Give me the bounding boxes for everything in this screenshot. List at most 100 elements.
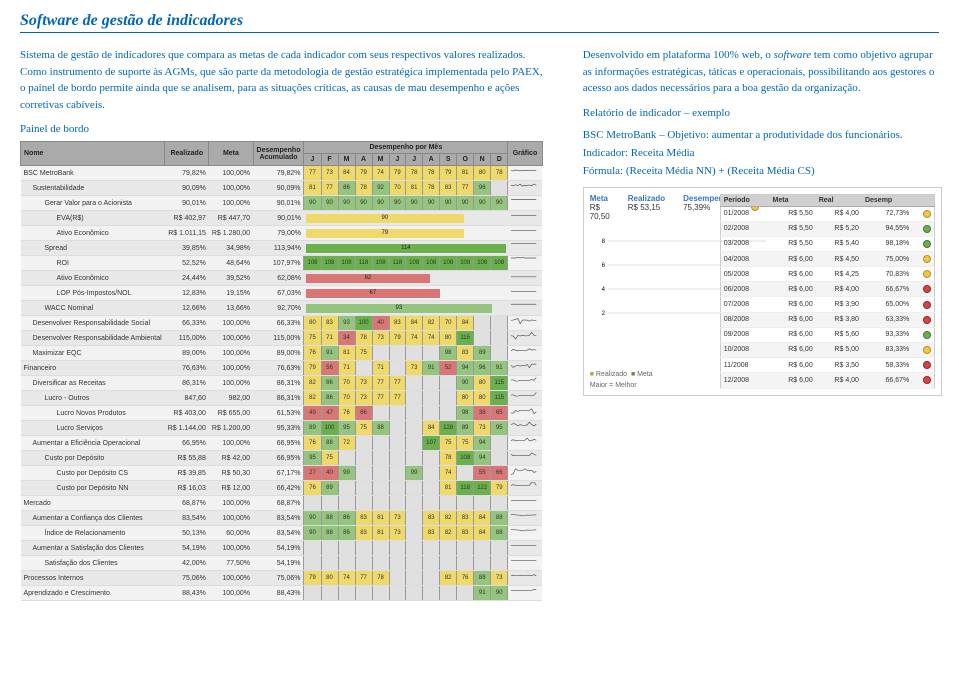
detail-cell: 98,18% (862, 236, 912, 251)
row-val: R$ 50,30 (209, 466, 253, 481)
bsc-line: BSC MetroBank – Objetivo: aumentar a pro… (583, 129, 942, 141)
detail-cell: 58,33% (862, 358, 912, 373)
table-row[interactable]: EVA(R$)R$ 402,97R$ 447,7090,01%90 (21, 211, 543, 226)
detail-row[interactable]: 04/2008R$ 6,00R$ 4,5075,00% (720, 251, 934, 266)
table-row[interactable]: Processos Internos75,06%100,00%75,06%798… (21, 571, 543, 586)
hm-cell (355, 451, 372, 466)
hm-cell: 78 (355, 331, 372, 346)
hm-cell: 81 (457, 166, 474, 181)
row-val: 42,00% (165, 556, 209, 571)
table-row[interactable]: Spread39,85%34,98%113,94%114 (21, 241, 543, 256)
hm-cell: 79 (389, 331, 406, 346)
table-row[interactable]: Maximizar EQC89,00%100,00%89,00%76918175… (21, 346, 543, 361)
detail-row[interactable]: 03/2008R$ 5,50R$ 5,4098,18% (720, 236, 934, 251)
hm-cell: 94 (474, 436, 491, 451)
row-val: 100,00% (209, 376, 253, 391)
row-val: 66,33% (165, 316, 209, 331)
hm-cell: 86 (338, 181, 355, 196)
table-row[interactable]: Mercado68,87%100,00%68,87% (21, 496, 543, 511)
row-val: 12,66% (165, 301, 209, 316)
hm-cell (321, 496, 338, 511)
row-name: Custo por Depósito CS (21, 466, 165, 481)
row-val: 50,13% (165, 526, 209, 541)
th-month: J (389, 154, 406, 166)
detail-cell: 04/2008 (720, 251, 769, 266)
table-row[interactable]: Diversificar as Receitas86,31%100,00%86,… (21, 376, 543, 391)
hm-cell: 88 (321, 436, 338, 451)
detail-row[interactable]: 09/2008R$ 6,00R$ 5,6093,33% (720, 327, 934, 342)
table-row[interactable]: BSC MetroBank79,82%100,00%79,82%77738479… (21, 166, 543, 181)
detail-row[interactable]: 12/2008R$ 6,00R$ 4,0066,67% (720, 373, 934, 388)
hm-cell (423, 466, 440, 481)
row-val: 107,97% (253, 256, 304, 271)
hm-cell (338, 586, 355, 601)
hm-cell: 108 (338, 256, 355, 271)
table-row[interactable]: Aprendizado e Crescimento88,43%100,00%88… (21, 586, 543, 601)
table-row[interactable]: Índice de Relacionamento50,13%60,00%83,5… (21, 526, 543, 541)
hm-cell: 90 (304, 196, 321, 211)
detail-cell: R$ 5,50 (770, 221, 816, 236)
detail-cell: R$ 4,00 (816, 282, 862, 297)
table-row[interactable]: WACC Nominal12,66%13,66%92,70%93 (21, 301, 543, 316)
detail-cell: R$ 6,00 (770, 282, 816, 297)
table-row[interactable]: Satisfação dos Clientes42,00%77,50%54,19… (21, 556, 543, 571)
sparkline (508, 346, 543, 361)
hm-cell (406, 346, 423, 361)
hm-cell: 52 (440, 361, 457, 376)
table-row[interactable]: ROI52,52%48,64%107,97%108108108118108118… (21, 256, 543, 271)
table-row[interactable]: Aumentar a Satisfação dos Clientes54,19%… (21, 541, 543, 556)
hm-cell (423, 496, 440, 511)
table-row[interactable]: Sustentabilidade90,09%100,00%90,09%81778… (21, 181, 543, 196)
hm-cell: 100 (321, 421, 338, 436)
row-name: Ativo Econômico (21, 226, 165, 241)
detail-row[interactable]: 08/2008R$ 6,00R$ 3,8063,33% (720, 312, 934, 327)
detail-row[interactable]: 05/2008R$ 6,00R$ 4,2570,83% (720, 267, 934, 282)
row-name: Financeiro (21, 361, 165, 376)
hm-cell (423, 451, 440, 466)
hm-cell (372, 451, 389, 466)
hm-cell: 78 (423, 181, 440, 196)
table-row[interactable]: Gerar Valor para o Acionista90,01%100,00… (21, 196, 543, 211)
hm-cell: 78 (355, 181, 372, 196)
table-row[interactable]: Lucro ServiçosR$ 1.144,00R$ 1.200,0095,3… (21, 421, 543, 436)
hm-cell (406, 556, 423, 571)
hm-cell: 96 (474, 361, 491, 376)
row-val: 115,00% (165, 331, 209, 346)
table-row[interactable]: Ativo Econômico24,44%39,52%62,08%62 (21, 271, 543, 286)
hm-cell: 81 (406, 181, 423, 196)
table-row[interactable]: Desenvolver Responsabilidade Social66,33… (21, 316, 543, 331)
detail-cell: R$ 6,00 (770, 267, 816, 282)
detail-farol (912, 327, 934, 342)
table-row[interactable]: Lucro Novos ProdutosR$ 403,00R$ 655,0061… (21, 406, 543, 421)
detail-row[interactable]: 02/2008R$ 5,50R$ 5,2094,55% (720, 221, 934, 236)
sparkline (508, 331, 543, 346)
hm-cell (440, 391, 457, 406)
row-val: 982,00 (209, 391, 253, 406)
table-row[interactable]: Custo por Depósito NNR$ 16,03R$ 12,0066,… (21, 481, 543, 496)
hm-cell (321, 586, 338, 601)
detail-row[interactable]: 06/2008R$ 6,00R$ 4,0066,67% (720, 282, 934, 297)
detail-row[interactable]: 01/2008R$ 5,50R$ 4,0072,73% (720, 206, 934, 221)
detail-cell: R$ 5,50 (770, 236, 816, 251)
hm-cell: 83 (355, 511, 372, 526)
table-row[interactable]: Financeiro76,63%100,00%76,63%79567171739… (21, 361, 543, 376)
detail-row[interactable]: 10/2008R$ 6,00R$ 5,0083,33% (720, 342, 934, 357)
table-row[interactable]: Ativo EconômicoR$ 1.011,15R$ 1.280,0079,… (21, 226, 543, 241)
table-row[interactable]: Custo por Depósito CSR$ 39,85R$ 50,3067,… (21, 466, 543, 481)
detail-row[interactable]: 07/2008R$ 6,00R$ 3,9065,00% (720, 297, 934, 312)
row-name: Desenvolver Responsabilidade Social (21, 316, 165, 331)
row-val: 100,00% (209, 346, 253, 361)
row-name: WACC Nominal (21, 301, 165, 316)
hm-cell (474, 541, 491, 556)
row-val: 83,54% (165, 511, 209, 526)
table-row[interactable]: Custo por DepósitoR$ 55,88R$ 42,0066,95%… (21, 451, 543, 466)
table-row[interactable]: Aumentar a Eficiência Operacional66,95%1… (21, 436, 543, 451)
table-row[interactable]: Aumentar a Confiança dos Clientes83,54%1… (21, 511, 543, 526)
hm-cell: 73 (474, 421, 491, 436)
hm-cell: 118 (355, 256, 372, 271)
detail-row[interactable]: 11/2008R$ 6,00R$ 3,5058,33% (720, 358, 934, 373)
table-row[interactable]: Desenvolver Responsabilidade Ambiental11… (21, 331, 543, 346)
hm-cell: 77 (355, 571, 372, 586)
table-row[interactable]: Lucro - Outros847,60982,0086,31%82867073… (21, 391, 543, 406)
table-row[interactable]: LOP Pós-Impostos/NOL12,83%19,15%67,03%67 (21, 286, 543, 301)
